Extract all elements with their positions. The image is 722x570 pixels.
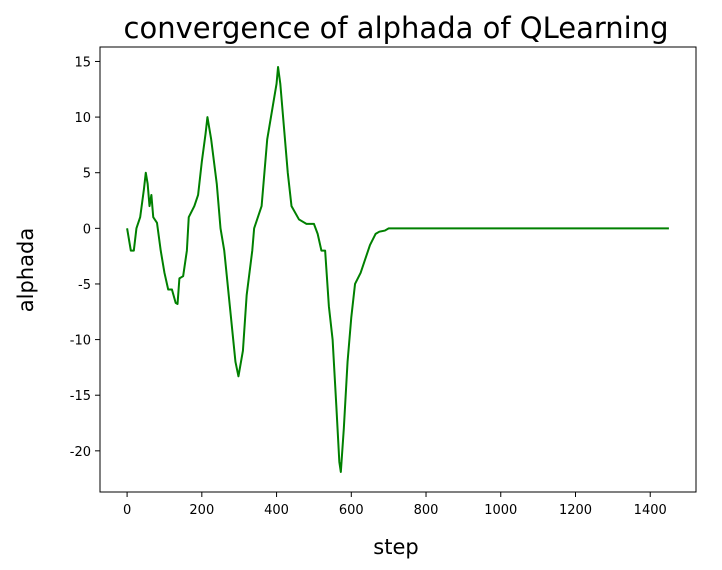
y-tick-label: -20 [70, 445, 91, 460]
chart-title: convergence of alphada of QLearning [124, 11, 669, 45]
y-tick-label: 5 [83, 167, 91, 182]
y-axis-label: alphada [14, 228, 38, 312]
x-tick-label: 200 [189, 503, 214, 518]
x-tick-label: 800 [414, 503, 439, 518]
y-tick-label: -15 [70, 389, 91, 404]
y-tick-label: -10 [70, 334, 91, 349]
x-tick-label: 1000 [484, 503, 517, 518]
x-axis-label: step [373, 535, 418, 559]
y-tick-label: -5 [78, 278, 91, 293]
x-tick-label: 1400 [634, 503, 667, 518]
x-tick-label: 0 [123, 503, 131, 518]
line-series [126, 66, 669, 473]
plot-frame [99, 46, 697, 493]
x-tick-label: 600 [339, 503, 364, 518]
x-tick-label: 400 [264, 503, 289, 518]
x-tick-label: 1200 [559, 503, 592, 518]
y-tick-label: 10 [74, 111, 91, 126]
y-tick-label: 0 [83, 222, 91, 237]
y-tick-label: 15 [74, 55, 91, 70]
